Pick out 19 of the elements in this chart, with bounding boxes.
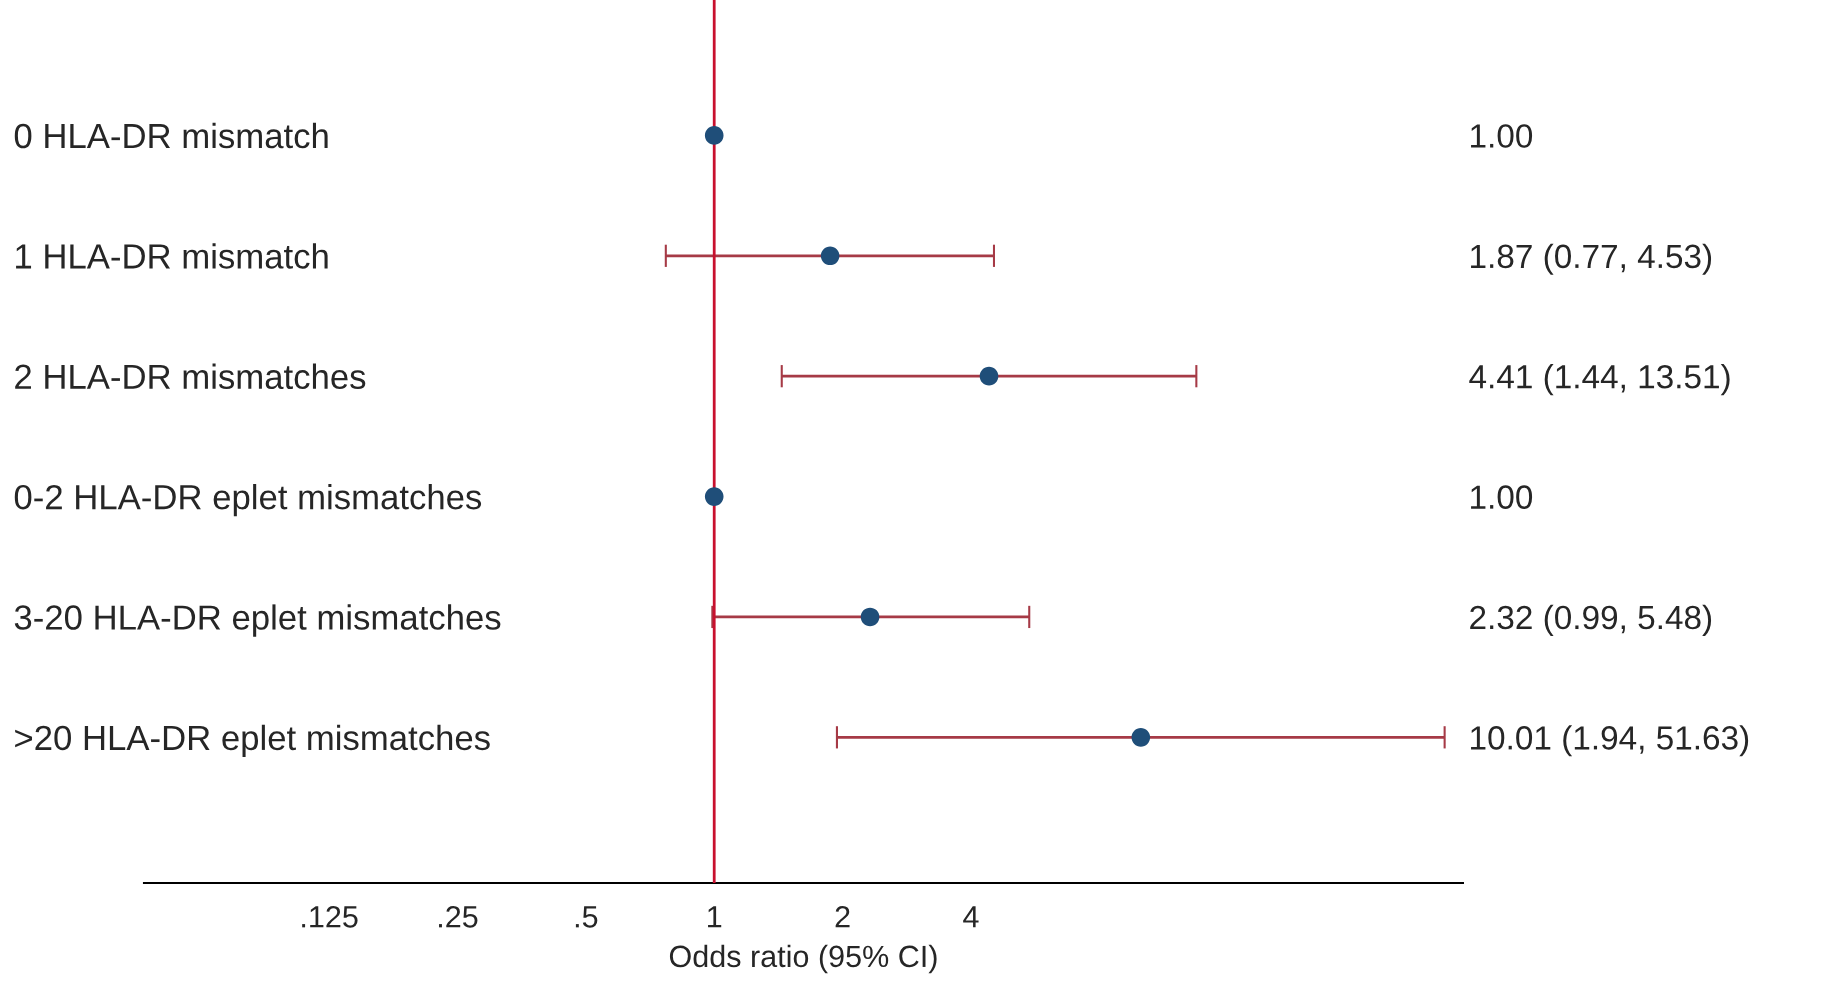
x-tick-label: 2 (835, 906, 850, 928)
y-tick-label: >20 HLA-DR eplet mismatches (15, 724, 490, 758)
y-tick-label: 1 HLA-DR mismatch (16, 243, 328, 269)
x-tick-label: 1 (708, 906, 722, 928)
text: 1.00 (1471, 124, 1533, 148)
text: 4.41 (1.44, 13.51) (1469, 364, 1730, 396)
x-tick-label: .25 (439, 906, 478, 928)
y-tick-label: 0 HLA-DR mismatch (14, 122, 328, 149)
text: 10.01 (1.94, 51.63) (1471, 725, 1749, 757)
text: 1.00 (1471, 485, 1533, 509)
y-tick-label: 3-20 HLA-DR eplet mismatches (14, 604, 501, 637)
x-tick-label: 4 (963, 906, 979, 928)
x-tick-label: .125 (302, 906, 358, 928)
text: 1.87 (0.77, 4.53) (1471, 243, 1712, 275)
text: 2.32 (0.99, 5.48) (1470, 604, 1712, 636)
y-tick-label: 2 HLA-DR mismatches (15, 363, 366, 390)
y-tick-label: 0-2 HLA-DR eplet mismatches (14, 483, 482, 517)
x-axis-title: Odds ratio (95% CI) (669, 944, 937, 974)
x-tick-label: .5 (575, 906, 598, 928)
